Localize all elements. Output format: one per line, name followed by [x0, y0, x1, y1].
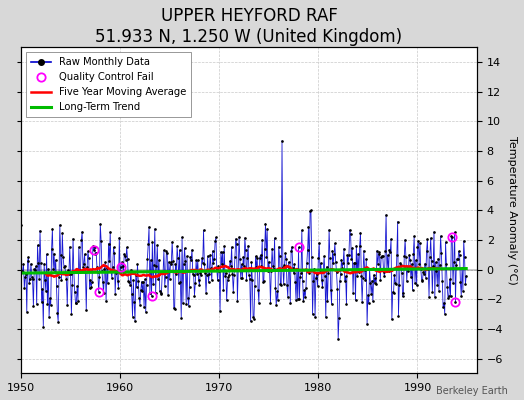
Y-axis label: Temperature Anomaly (°C): Temperature Anomaly (°C) [507, 136, 517, 285]
Title: UPPER HEYFORD RAF
51.933 N, 1.250 W (United Kingdom): UPPER HEYFORD RAF 51.933 N, 1.250 W (Uni… [95, 7, 402, 46]
Text: Berkeley Earth: Berkeley Earth [436, 386, 508, 396]
Legend: Raw Monthly Data, Quality Control Fail, Five Year Moving Average, Long-Term Tren: Raw Monthly Data, Quality Control Fail, … [26, 52, 191, 117]
